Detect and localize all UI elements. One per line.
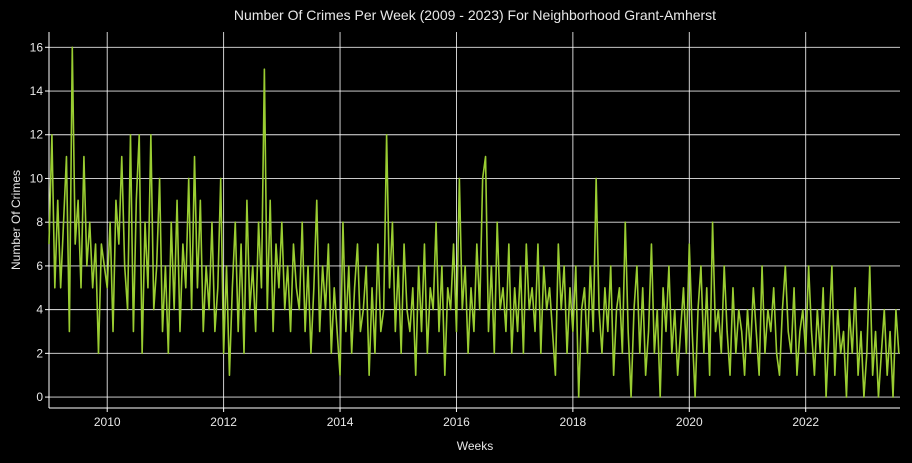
y-tick-label: 2	[36, 346, 43, 360]
x-tick-label: 2010	[94, 415, 121, 429]
x-tick-label: 2018	[560, 415, 587, 429]
y-tick-label: 0	[36, 390, 43, 404]
y-tick-label: 10	[30, 171, 44, 185]
x-tick-label: 2012	[210, 415, 237, 429]
y-tick-label: 12	[30, 128, 44, 142]
y-tick-label: 14	[30, 84, 44, 98]
y-tick-label: 8	[36, 215, 43, 229]
chart-title: Number Of Crimes Per Week (2009 - 2023) …	[234, 7, 716, 23]
x-axis-label: Weeks	[457, 439, 493, 453]
x-tick-label: 2014	[327, 415, 354, 429]
data-line	[48, 46, 900, 398]
y-tick-label: 16	[30, 40, 44, 54]
y-tick-label: 4	[36, 303, 43, 317]
x-tick-label: 2016	[443, 415, 470, 429]
x-tick-label: 2020	[676, 415, 703, 429]
y-tick-label: 6	[36, 259, 43, 273]
x-tick-label: 2022	[792, 415, 819, 429]
y-axis-label: Number Of Crimes	[9, 170, 23, 270]
